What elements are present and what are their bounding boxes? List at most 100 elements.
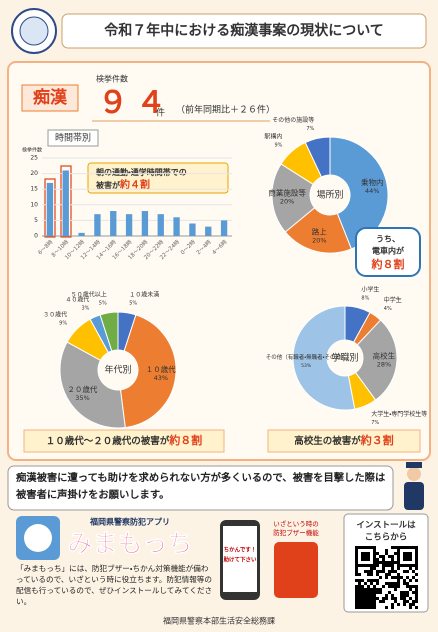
qr-module (364, 564, 367, 567)
qr-module (358, 588, 361, 591)
qr-module (394, 597, 397, 600)
qr-module (370, 567, 373, 570)
qr-module (376, 558, 379, 561)
slice-value: 7% (371, 420, 379, 426)
qr-module (379, 591, 382, 594)
slice-label: ５０歳代以上 (71, 290, 107, 298)
qr-module (400, 576, 403, 579)
qr-module (382, 564, 385, 567)
banner-part: １０歳代～２０歳代の被害が (46, 435, 170, 447)
qr-module (403, 600, 406, 603)
qr-module (367, 546, 370, 549)
slice-label: 路上 (312, 227, 327, 237)
qr-module (373, 555, 376, 558)
qr-module (364, 588, 367, 591)
qr-module (406, 594, 409, 597)
qr-module (394, 600, 397, 603)
bar (78, 232, 85, 236)
qr-module (355, 594, 358, 597)
qr-module (379, 555, 382, 558)
slice-label: ４０歳代 (65, 295, 89, 303)
qr-module (403, 558, 406, 561)
qr-module (355, 552, 358, 555)
qr-module (391, 555, 394, 558)
qr-module (397, 549, 400, 552)
qr-module (370, 603, 373, 606)
bar (205, 226, 212, 236)
qr-module (373, 594, 376, 597)
qr-module (367, 588, 370, 591)
qr-module (409, 588, 412, 591)
slice-label: 乗物内 (361, 177, 384, 187)
qr-module (370, 591, 373, 594)
qr-module (385, 582, 388, 585)
qr-module (406, 564, 409, 567)
logo-inner (19, 16, 49, 46)
qr-module (367, 555, 370, 558)
qr-module (373, 567, 376, 570)
bar (46, 182, 54, 236)
qr-module (370, 564, 373, 567)
slice-label: １０歳代 (146, 364, 176, 374)
slice-value: 35% (75, 394, 89, 402)
slice-value: 5% (129, 300, 137, 306)
qr-module (397, 552, 400, 555)
qr-module (394, 552, 397, 555)
qr-module (361, 591, 364, 594)
qr-module (394, 585, 397, 588)
qr-module (373, 552, 376, 555)
qr-module (412, 603, 415, 606)
qr-module (412, 576, 415, 579)
qr-module (382, 555, 385, 558)
qr-module (379, 588, 382, 591)
qr-module (415, 600, 418, 603)
qr-module (364, 594, 367, 597)
qr-module (376, 591, 379, 594)
label-box (21, 84, 79, 112)
qr-module (412, 570, 415, 573)
install-text: こちらから (365, 533, 408, 543)
qr-module (373, 585, 376, 588)
qr-module (400, 564, 403, 567)
qr-module (379, 600, 382, 603)
slice-value: 8% (361, 296, 369, 302)
bar (141, 211, 149, 236)
qr-module (361, 600, 364, 603)
slice-value: 3% (81, 305, 89, 311)
app-description: 「みまもっち」には、防犯ブザー・ちかん対策機能が備わっているので、いざという時に… (16, 564, 213, 606)
qr-module (391, 594, 394, 597)
qr-module (358, 564, 361, 567)
qr-module (370, 588, 373, 591)
qr-module (409, 555, 412, 558)
qr-module (397, 579, 400, 582)
qr-module (355, 564, 358, 567)
qr-module (376, 582, 379, 585)
qr-module (415, 552, 418, 555)
qr-module (373, 558, 376, 561)
qr-module (364, 597, 367, 600)
qr-module (370, 597, 373, 600)
qr-module (361, 588, 364, 591)
banner (23, 429, 225, 453)
slice-value: 44% (365, 187, 379, 195)
qr-module (367, 597, 370, 600)
qr-module (415, 567, 418, 570)
qr-module (361, 594, 364, 597)
slice-value: 28% (377, 360, 391, 368)
qr-module (403, 603, 406, 606)
qr-module (358, 585, 361, 588)
qr-module (361, 546, 364, 549)
qr-module (409, 567, 412, 570)
qr-module (379, 576, 382, 579)
qr-module (385, 564, 388, 567)
qr-module (391, 558, 394, 561)
qr-module (391, 603, 394, 606)
qr-module (373, 606, 376, 609)
callout-box (355, 227, 421, 277)
qr-module (367, 558, 370, 561)
qr-module (358, 594, 361, 597)
qr-module (403, 555, 406, 558)
y-tick-label: 25 (30, 155, 38, 162)
qr-module (358, 603, 361, 606)
